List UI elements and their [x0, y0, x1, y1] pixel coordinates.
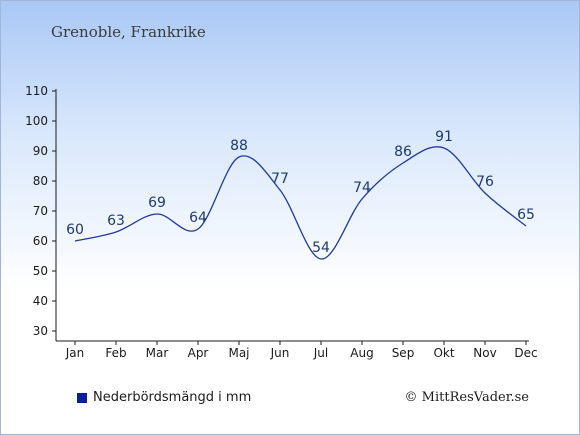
x-tick-label: Dec: [514, 346, 537, 360]
copyright-text: © MittResVader.se: [404, 390, 529, 405]
y-tick-label: 90: [33, 144, 48, 158]
x-tick-label: Nov: [473, 346, 496, 360]
legend-label: Nederbördsmängd i mm: [93, 390, 252, 405]
data-label: 91: [435, 129, 453, 145]
data-label: 63: [107, 213, 125, 229]
series-line: [74, 146, 527, 260]
y-tick-label: 80: [33, 174, 48, 188]
x-tick-label: Apr: [188, 346, 209, 360]
data-label: 88: [230, 138, 248, 154]
legend-swatch: [77, 392, 87, 403]
y-tick-label: 60: [33, 234, 48, 248]
x-tick-label: Feb: [105, 346, 126, 360]
data-label: 54: [312, 240, 330, 256]
y-tick-label: 30: [33, 324, 48, 338]
data-labels: 60 63 69 64 88 77 54 74 86 91 76 65: [66, 129, 535, 256]
data-label: 65: [517, 207, 535, 223]
data-label: 64: [189, 210, 207, 226]
data-label: 76: [476, 174, 494, 190]
axes: [55, 89, 529, 342]
data-label: 60: [66, 222, 84, 238]
y-tick-label: 100: [25, 114, 48, 128]
y-axis-ticks: 30 40 50 60 70 80 90 100 110: [25, 84, 56, 338]
x-tick-label: Sep: [392, 346, 415, 360]
legend: Nederbördsmängd i mm: [77, 390, 251, 405]
x-tick-label: Jan: [65, 346, 85, 360]
data-label: 77: [271, 171, 289, 187]
y-tick-label: 70: [33, 204, 48, 218]
x-tick-label: Okt: [433, 346, 454, 360]
data-label: 74: [353, 180, 371, 196]
y-tick-label: 50: [33, 264, 48, 278]
x-tick-label: Mar: [146, 346, 169, 360]
x-tick-label: Maj: [228, 346, 249, 360]
chart-title: Grenoble, Frankrike: [51, 23, 206, 41]
x-tick-label: Jul: [313, 346, 328, 360]
y-tick-label: 110: [25, 84, 48, 98]
data-label: 69: [148, 195, 166, 211]
data-label: 86: [394, 144, 412, 160]
x-tick-label: Aug: [350, 346, 373, 360]
x-tick-label: Jun: [270, 346, 290, 360]
y-tick-label: 40: [33, 294, 48, 308]
x-axis-ticks: Jan Feb Mar Apr Maj Jun Jul Aug Sep Okt Nov Dec: [65, 341, 538, 360]
